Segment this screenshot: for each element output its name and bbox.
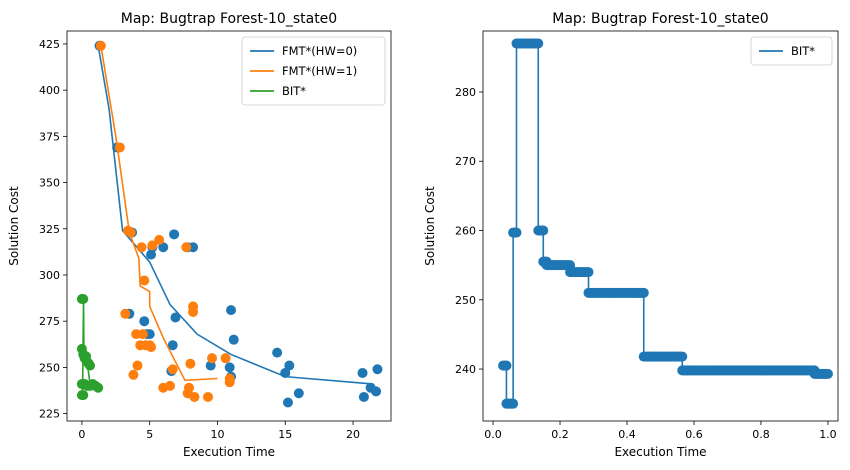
data-point [167,340,178,351]
data-point [272,347,283,358]
data-point [184,382,195,393]
y-tick-label: 260 [455,225,476,238]
y-tick-label: 300 [39,269,60,282]
data-point [822,368,833,379]
data-point [538,225,549,236]
legend-entry: FMT*(HW=0) [282,44,357,58]
data-point [125,227,136,238]
data-point [372,364,383,375]
y-axis-label: Solution Cost [423,186,437,266]
x-tick-label: 0.8 [752,428,770,441]
data-point [78,390,89,401]
x-tick-label: 10 [210,428,224,441]
y-axis-label: Solution Cost [7,186,21,266]
y-tick-label: 240 [455,363,476,376]
y-tick-label: 250 [39,361,60,374]
x-tick-label: 15 [278,428,292,441]
data-point [114,142,125,153]
data-point [224,373,235,384]
series-line [503,42,828,405]
data-point [120,308,131,319]
x-tick-label: 0.2 [551,428,569,441]
y-tick-label: 325 [39,223,60,236]
plot-area [498,38,833,409]
plot-frame [482,30,839,422]
y-tick-label: 270 [455,155,476,168]
data-point [181,242,192,253]
data-point [202,391,213,402]
x-axis-label: Execution Time [614,445,706,459]
plot-frame [66,30,392,422]
data-point [158,242,169,253]
y-tick-label: 350 [39,177,60,190]
legend-entry: BIT* [791,44,815,58]
data-point [284,360,295,371]
data-point [511,227,522,238]
series-line [100,45,218,382]
data-point [282,397,293,408]
data-point [293,388,304,399]
data-point [78,294,89,305]
y-tick-label: 425 [39,38,60,51]
data-point [146,249,157,260]
data-point [220,353,231,364]
data-point [139,316,150,327]
data-point [501,360,512,371]
data-point [533,38,544,49]
data-point [136,242,147,253]
data-point [508,398,519,409]
data-point [189,391,200,402]
x-tick-label: 0.6 [685,428,703,441]
legend-box [750,36,833,66]
x-tick-label: 1.0 [819,428,837,441]
data-point [85,360,96,371]
plot-area [76,40,383,408]
y-tick-label: 225 [39,408,60,421]
data-point [95,40,106,51]
data-point [185,358,196,369]
x-tick-label: 0.4 [618,428,636,441]
data-point [128,369,139,380]
y-tick-label: 275 [39,315,60,328]
data-point [170,312,181,323]
data-point [154,234,165,245]
data-point [358,391,369,402]
y-tick-label: 250 [455,294,476,307]
data-point [188,306,199,317]
chart-title: Map: Bugtrap Forest-10_state0 [121,11,337,27]
data-point [224,362,235,373]
x-axis-label: Execution Time [183,445,275,459]
data-point [165,380,176,391]
data-point [205,360,216,371]
x-tick-label: 0 [78,428,85,441]
data-point [137,329,148,340]
data-point [677,351,688,362]
y-tick-label: 400 [39,84,60,97]
data-point [147,240,158,251]
legend-entry: FMT*(HW=1) [282,64,357,78]
data-point [93,382,104,393]
x-tick-label: 20 [346,428,360,441]
data-point [207,353,218,364]
data-point [167,364,178,375]
data-point [139,275,150,286]
chart-title: Map: Bugtrap Forest-10_state0 [552,11,768,27]
data-point [169,229,180,240]
legend-entry: BIT* [282,84,306,98]
data-point [583,267,594,278]
data-point [371,386,382,397]
legend-box [241,36,386,106]
x-tick-label: 5 [146,428,153,441]
y-tick-label: 280 [455,86,476,99]
data-point [228,334,239,345]
data-point [226,305,237,316]
data-point [280,367,291,378]
y-tick-label: 375 [39,130,60,143]
data-point [132,360,143,371]
data-point [638,287,649,298]
x-tick-label: 0.0 [484,428,502,441]
data-point [146,342,157,353]
data-point [357,367,368,378]
